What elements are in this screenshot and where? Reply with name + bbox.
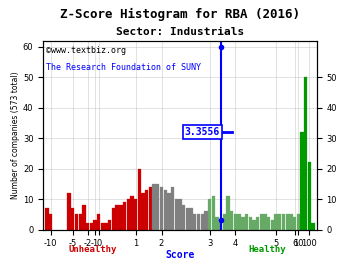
Bar	[123, 202, 126, 230]
Bar	[138, 168, 141, 230]
Text: Healthy: Healthy	[249, 245, 286, 254]
Bar	[82, 205, 86, 229]
Bar	[119, 205, 122, 229]
Bar	[160, 187, 163, 230]
Bar	[278, 214, 282, 230]
Bar	[245, 214, 248, 230]
Bar	[289, 214, 293, 230]
Bar	[90, 223, 93, 230]
Bar	[134, 199, 137, 230]
Bar	[97, 214, 100, 230]
Bar	[308, 163, 311, 230]
Text: Sector: Industrials: Sector: Industrials	[116, 27, 244, 37]
Bar	[178, 199, 182, 230]
Text: Unhealthy: Unhealthy	[68, 245, 117, 254]
Bar	[149, 187, 152, 230]
Bar	[108, 220, 111, 230]
Bar	[93, 220, 96, 230]
Bar	[152, 184, 156, 230]
X-axis label: Score: Score	[165, 249, 195, 260]
Bar	[141, 193, 145, 230]
Bar	[267, 217, 270, 230]
Bar	[208, 199, 211, 230]
Bar	[201, 214, 204, 230]
Bar	[78, 214, 82, 230]
Y-axis label: Number of companies (573 total): Number of companies (573 total)	[11, 71, 20, 199]
Bar	[189, 208, 193, 230]
Bar	[86, 223, 89, 230]
Bar	[45, 208, 49, 230]
Bar	[212, 196, 215, 229]
Bar	[197, 214, 200, 230]
Bar	[311, 223, 315, 230]
Bar	[167, 193, 171, 230]
Bar	[171, 187, 174, 230]
Bar	[293, 217, 296, 230]
Bar	[130, 196, 134, 229]
Bar	[226, 196, 230, 229]
Bar	[71, 208, 75, 230]
Bar	[49, 214, 52, 230]
Text: 3.3556: 3.3556	[185, 127, 220, 137]
Bar	[241, 217, 244, 230]
Bar	[116, 205, 119, 229]
Bar	[193, 214, 197, 230]
Bar	[300, 132, 304, 230]
Text: ©www.textbiz.org: ©www.textbiz.org	[46, 46, 126, 55]
Bar	[256, 217, 259, 230]
Bar	[163, 190, 167, 230]
Bar	[127, 199, 130, 230]
Bar	[175, 199, 178, 230]
Bar	[271, 220, 274, 230]
Bar	[285, 214, 289, 230]
Text: Z-Score Histogram for RBA (2016): Z-Score Histogram for RBA (2016)	[60, 8, 300, 21]
Bar	[186, 208, 189, 230]
Bar	[260, 214, 263, 230]
Bar	[282, 214, 285, 230]
Text: The Research Foundation of SUNY: The Research Foundation of SUNY	[46, 63, 201, 72]
Bar	[297, 214, 300, 230]
Bar	[145, 190, 148, 230]
Bar	[67, 193, 71, 230]
Bar	[252, 220, 256, 230]
Bar	[104, 223, 108, 230]
Bar	[112, 208, 115, 230]
Bar	[75, 214, 78, 230]
Bar	[238, 214, 241, 230]
Bar	[101, 223, 104, 230]
Bar	[274, 214, 278, 230]
Bar	[230, 211, 233, 230]
Bar	[182, 205, 185, 229]
Bar	[219, 220, 222, 230]
Bar	[215, 217, 219, 230]
Bar	[264, 214, 267, 230]
Bar	[234, 214, 237, 230]
Bar	[304, 77, 307, 229]
Bar	[223, 214, 226, 230]
Bar	[249, 217, 252, 230]
Bar	[204, 211, 208, 230]
Bar	[156, 184, 159, 230]
